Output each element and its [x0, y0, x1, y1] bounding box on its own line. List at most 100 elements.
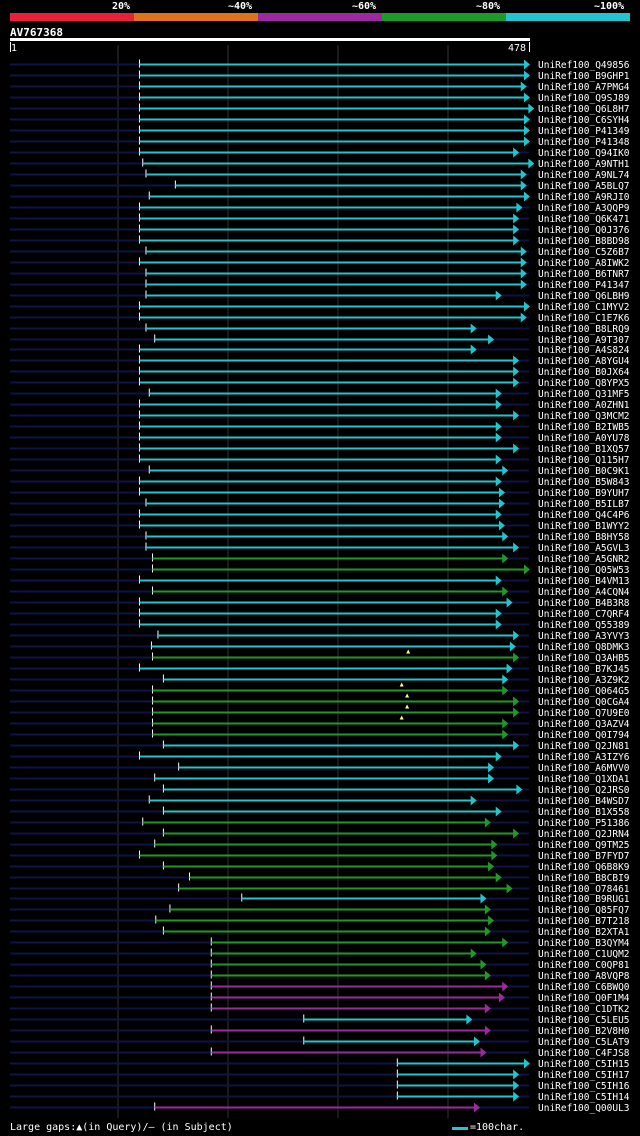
hit-label[interactable]: UniRef100_A7PMG4: [538, 82, 630, 93]
hit-label[interactable]: UniRef100_Q05W53: [538, 565, 630, 576]
hit-label[interactable]: UniRef100_Q2JRS0: [538, 785, 630, 796]
hit-label[interactable]: UniRef100_Q064G5: [538, 686, 630, 697]
hit-label[interactable]: UniRef100_A5GNR2: [538, 554, 630, 565]
hit-row[interactable]: UniRef100_C1E7K6: [10, 312, 630, 325]
hit-label[interactable]: UniRef100_C5IH16: [538, 1081, 630, 1092]
hit-label[interactable]: UniRef100_A6MVV0: [538, 763, 630, 774]
hit-label[interactable]: UniRef100_C5IH17: [538, 1070, 630, 1081]
hit-row[interactable]: UniRef100_A5GVL3: [10, 542, 630, 555]
hit-row[interactable]: UniRef100_B8HY58: [10, 531, 630, 544]
hit-label[interactable]: UniRef100_B5W843: [538, 477, 630, 488]
hit-row[interactable]: UniRef100_A5GNR2: [10, 553, 630, 566]
hit-label[interactable]: UniRef100_A4CQN4: [538, 587, 630, 598]
hit-row[interactable]: UniRef100_C5IH14: [10, 1091, 630, 1104]
hit-label[interactable]: UniRef100_B6TNR7: [538, 269, 630, 280]
hit-label[interactable]: UniRef100_Q8YPX5: [538, 378, 630, 389]
hit-row[interactable]: UniRef100_Q115H7: [10, 454, 630, 467]
hit-label[interactable]: UniRef100_P51386: [538, 818, 630, 829]
hit-row[interactable]: UniRef100_Q6LBH9: [10, 290, 630, 303]
hit-label[interactable]: UniRef100_C6SYH4: [538, 115, 630, 126]
hit-label[interactable]: UniRef100_C4FJS8: [538, 1048, 630, 1059]
hit-label[interactable]: UniRef100_B2IWB5: [538, 422, 630, 433]
hit-row[interactable]: UniRef100_A9T307: [10, 334, 630, 347]
hit-row[interactable]: UniRef100_P51386: [10, 817, 630, 830]
hit-label[interactable]: UniRef100_Q31MF5: [538, 389, 630, 400]
hit-row[interactable]: UniRef100_Q00UL3: [10, 1102, 630, 1115]
hit-row[interactable]: UniRef100_B4B3R8: [10, 597, 630, 610]
hit-label[interactable]: UniRef100_C1DTK2: [538, 1004, 630, 1015]
hit-row[interactable]: UniRef100_Q2JRN4: [10, 828, 630, 841]
hit-row[interactable]: UniRef100_A4CQN4: [10, 586, 630, 599]
hit-row[interactable]: UniRef100_A7PMG4: [10, 81, 630, 94]
hit-row[interactable]: UniRef100_A3Z9K2: [10, 674, 630, 687]
hit-label[interactable]: UniRef100_B1X558: [538, 807, 630, 818]
hit-row[interactable]: UniRef100_Q0I794: [10, 729, 630, 742]
hit-row[interactable]: UniRef100_Q1XDA1: [10, 773, 630, 786]
hit-row[interactable]: UniRef100_Q55389: [10, 619, 630, 632]
hit-row[interactable]: UniRef100_C4FJS8: [10, 1047, 630, 1060]
hit-row[interactable]: UniRef100_Q0J376: [10, 224, 630, 237]
hit-row[interactable]: UniRef100_C0QP81: [10, 959, 630, 972]
hit-row[interactable]: UniRef100_B2IWB5: [10, 421, 630, 434]
hit-row[interactable]: UniRef100_B7T218: [10, 915, 630, 928]
hit-row[interactable]: UniRef100_A3IZY6: [10, 751, 630, 764]
hit-row[interactable]: UniRef100_A3QQP9: [10, 202, 630, 215]
hit-row[interactable]: UniRef100_P41347: [10, 279, 630, 292]
hit-label[interactable]: UniRef100_A3Z9K2: [538, 675, 630, 686]
hit-row[interactable]: UniRef100_B7KJ45: [10, 663, 630, 676]
hit-label[interactable]: UniRef100_B8LRQ9: [538, 324, 630, 335]
hit-label[interactable]: UniRef100_B4WSD7: [538, 796, 630, 807]
hit-label[interactable]: UniRef100_Q9TM25: [538, 840, 630, 851]
hit-row[interactable]: UniRef100_A6MVV0: [10, 762, 630, 775]
hit-row[interactable]: UniRef100_Q0F1M4: [10, 992, 630, 1005]
hit-label[interactable]: UniRef100_B9GHP1: [538, 71, 630, 82]
hit-label[interactable]: UniRef100_C5LEU5: [538, 1015, 630, 1026]
hit-label[interactable]: UniRef100_A8VQP8: [538, 971, 630, 982]
hit-row[interactable]: UniRef100_B2V8H0: [10, 1025, 630, 1038]
hit-label[interactable]: UniRef100_C6BWQ0: [538, 982, 630, 993]
hit-label[interactable]: UniRef100_Q6B8K9: [538, 862, 630, 873]
hit-label[interactable]: UniRef100_B7KJ45: [538, 664, 630, 675]
hit-label[interactable]: UniRef100_P41347: [538, 280, 630, 291]
hit-row[interactable]: UniRef100_Q064G5: [10, 682, 630, 698]
hit-row[interactable]: UniRef100_B5ILB7: [10, 498, 630, 511]
hit-label[interactable]: UniRef100_C7QRF4: [538, 609, 630, 620]
hit-label[interactable]: UniRef100_B9RUG1: [538, 894, 630, 905]
hit-row[interactable]: UniRef100_A5BLQ7: [10, 180, 630, 193]
hit-label[interactable]: UniRef100_C5IH14: [538, 1092, 630, 1103]
hit-row[interactable]: UniRef100_B3QYM4: [10, 937, 630, 950]
hit-label[interactable]: UniRef100_B8CBI9: [538, 873, 630, 884]
hit-row[interactable]: UniRef100_B7FYD7: [10, 850, 630, 863]
hit-row[interactable]: UniRef100_Q4C4P6: [10, 509, 630, 522]
hit-row[interactable]: UniRef100_Q0CGA4: [10, 693, 630, 709]
hit-label[interactable]: UniRef100_C5IH15: [538, 1059, 630, 1070]
hit-label[interactable]: UniRef100_O78461: [538, 884, 630, 895]
hit-row[interactable]: UniRef100_Q49856: [10, 59, 630, 72]
hit-row[interactable]: UniRef100_C6SYH4: [10, 114, 630, 127]
hit-label[interactable]: UniRef100_C0QP81: [538, 960, 630, 971]
hit-label[interactable]: UniRef100_Q6K471: [538, 214, 630, 225]
hit-row[interactable]: UniRef100_Q6K471: [10, 213, 630, 226]
hit-row[interactable]: UniRef100_A0YU78: [10, 432, 630, 445]
hit-row[interactable]: UniRef100_B1X558: [10, 806, 630, 819]
hit-label[interactable]: UniRef100_B4VM13: [538, 576, 630, 587]
hit-label[interactable]: UniRef100_Q3MCM2: [538, 411, 630, 422]
hit-row[interactable]: UniRef100_Q05W53: [10, 564, 630, 577]
hit-label[interactable]: UniRef100_B7T218: [538, 916, 630, 927]
hit-row[interactable]: UniRef100_B8BD98: [10, 235, 630, 248]
hit-row[interactable]: UniRef100_B4WSD7: [10, 795, 630, 808]
hit-row[interactable]: UniRef100_A0ZHN1: [10, 399, 630, 412]
hit-label[interactable]: UniRef100_A9NL74: [538, 170, 630, 181]
hit-row[interactable]: UniRef100_A8VQP8: [10, 970, 630, 983]
hit-row[interactable]: UniRef100_B0C9K1: [10, 465, 630, 478]
hit-label[interactable]: UniRef100_Q4C4P6: [538, 510, 630, 521]
hit-label[interactable]: UniRef100_Q85FQ7: [538, 905, 630, 916]
hit-label[interactable]: UniRef100_C1E7K6: [538, 313, 630, 324]
hit-label[interactable]: UniRef100_Q6LBH9: [538, 291, 630, 302]
hit-row[interactable]: UniRef100_A8YGU4: [10, 355, 630, 368]
hit-label[interactable]: UniRef100_Q0J376: [538, 225, 630, 236]
hit-row[interactable]: UniRef100_Q3AZV4: [10, 715, 630, 731]
hit-label[interactable]: UniRef100_B0JX64: [538, 367, 630, 378]
hit-label[interactable]: UniRef100_Q0CGA4: [538, 697, 630, 708]
hit-label[interactable]: UniRef100_C1UQM2: [538, 949, 630, 960]
